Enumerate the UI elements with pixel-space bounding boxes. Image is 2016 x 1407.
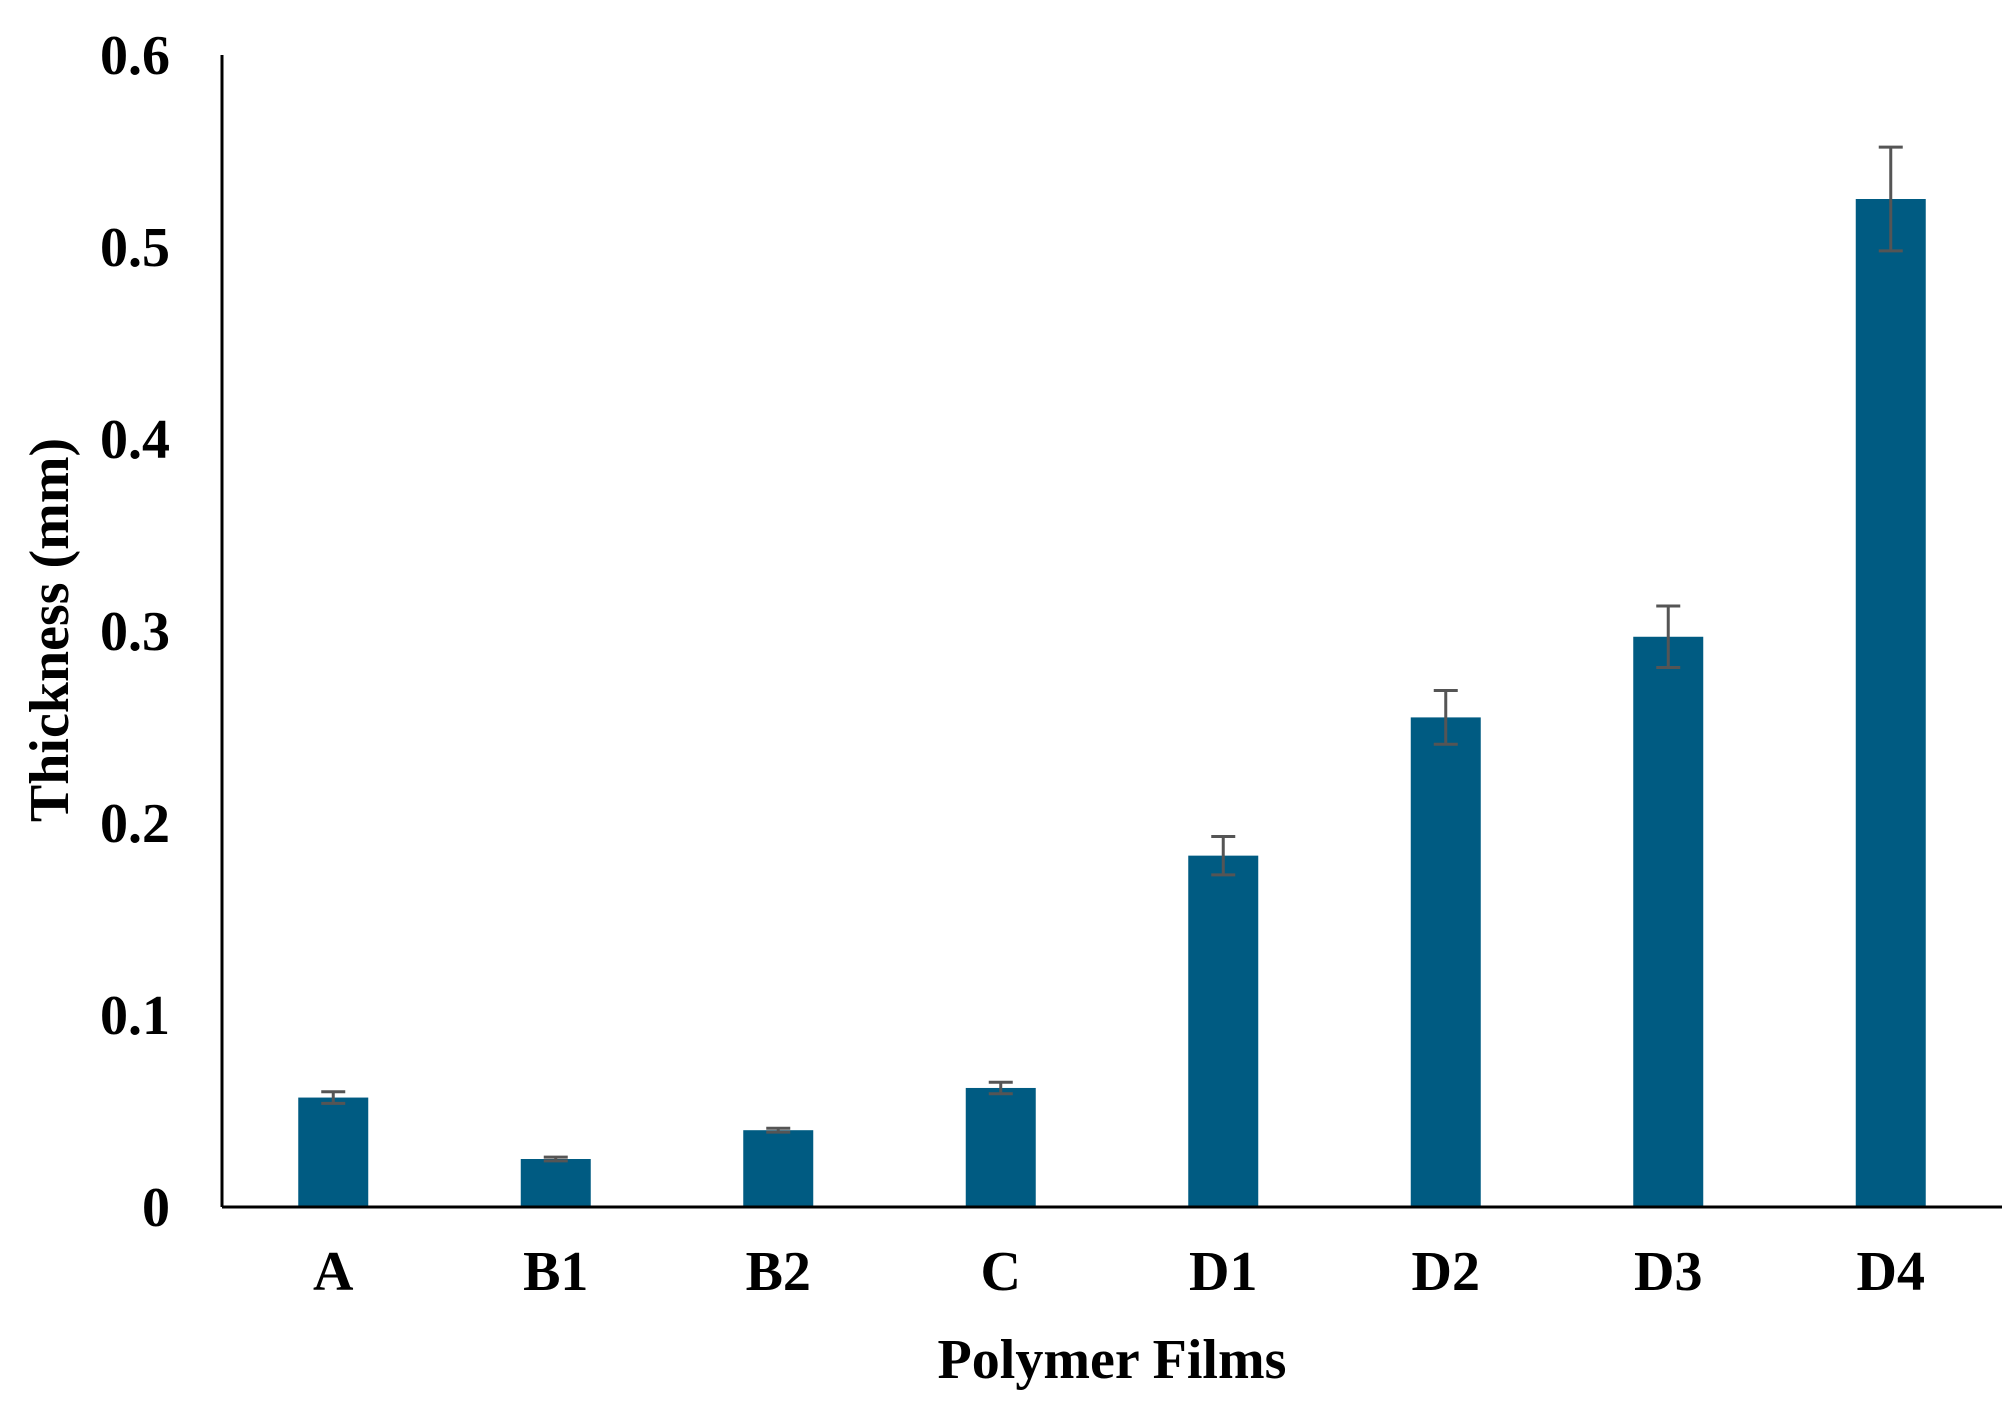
bar — [1188, 855, 1259, 1207]
x-category-label: B2 — [746, 1241, 811, 1303]
y-tick-label: 0.6 — [100, 25, 170, 87]
x-axis-title: Polymer Films — [938, 1329, 1287, 1391]
error-bar — [1433, 689, 1458, 746]
error-bar — [766, 1126, 791, 1134]
error-bar — [543, 1155, 568, 1163]
x-category-label: B1 — [523, 1241, 588, 1303]
y-axis-title: Thickness (mm) — [19, 438, 81, 822]
bar — [1633, 636, 1704, 1207]
error-bar — [988, 1080, 1013, 1096]
x-axis-categories: A B1 B2 C D1 D2 D3 D4 — [313, 1241, 1925, 1303]
bar — [298, 1097, 369, 1207]
x-category-label: A — [313, 1241, 354, 1303]
bars-layer — [298, 199, 1926, 1207]
error-bar — [321, 1090, 346, 1105]
bar — [965, 1087, 1036, 1207]
y-tick-label: 0.5 — [100, 217, 170, 279]
error-bar — [1211, 834, 1236, 877]
error-bar — [1878, 145, 1903, 253]
y-axis-ticks: 0 0.1 0.2 0.3 0.4 0.5 0.6 — [100, 25, 170, 1239]
bar — [1855, 199, 1926, 1207]
x-category-label: D1 — [1189, 1241, 1257, 1303]
y-tick-label: 0 — [142, 1177, 170, 1239]
y-tick-label: 0.4 — [100, 409, 170, 471]
y-tick-label: 0.3 — [100, 601, 170, 663]
bar — [520, 1159, 591, 1207]
bar — [1410, 717, 1481, 1207]
bar — [743, 1130, 814, 1207]
x-category-label: D3 — [1634, 1241, 1702, 1303]
y-tick-label: 0.1 — [100, 985, 170, 1047]
x-category-label: D4 — [1857, 1241, 1925, 1303]
y-tick-label: 0.2 — [100, 793, 170, 855]
error-bar — [1656, 604, 1681, 669]
x-category-label: C — [981, 1241, 1021, 1303]
error-bars-layer — [321, 145, 1903, 1163]
x-category-label: D2 — [1412, 1241, 1480, 1303]
